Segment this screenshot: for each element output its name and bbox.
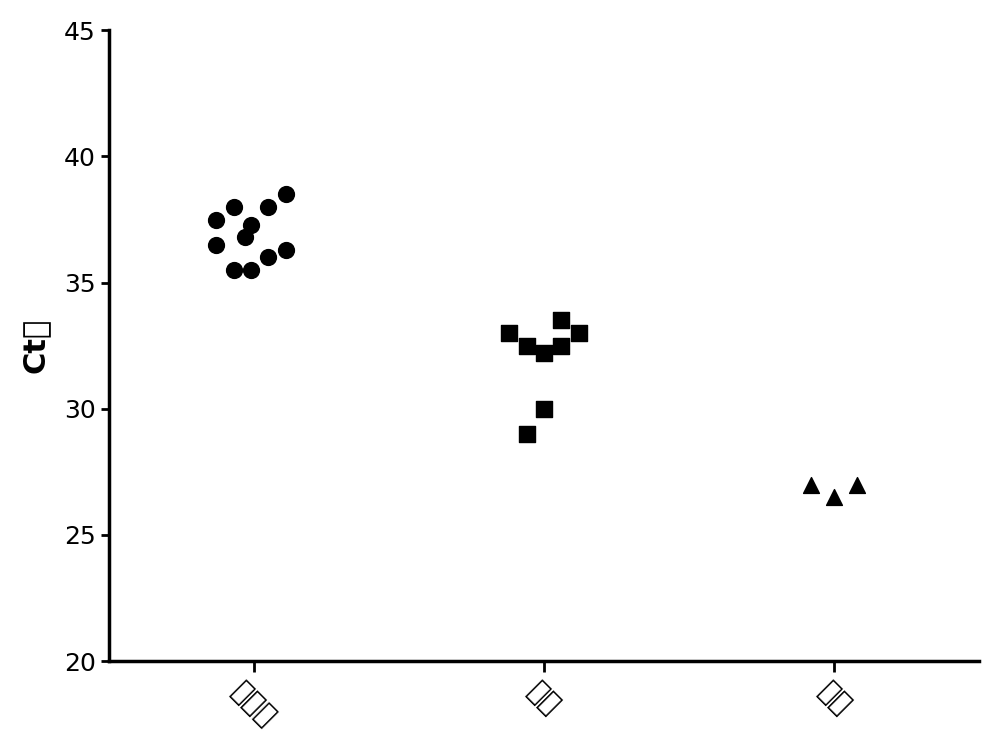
Point bbox=[803, 478, 819, 490]
Point bbox=[260, 201, 276, 213]
Point bbox=[278, 188, 294, 200]
Point bbox=[826, 491, 842, 503]
Point bbox=[243, 264, 259, 276]
Point bbox=[519, 428, 535, 440]
Point bbox=[553, 315, 569, 327]
Point bbox=[226, 264, 242, 276]
Point bbox=[519, 340, 535, 352]
Point bbox=[237, 231, 253, 243]
Point bbox=[278, 244, 294, 256]
Point bbox=[501, 327, 517, 339]
Point bbox=[536, 403, 552, 415]
Point bbox=[849, 478, 865, 490]
Y-axis label: Ct值: Ct值 bbox=[21, 318, 50, 373]
Point bbox=[553, 340, 569, 352]
Point bbox=[226, 201, 242, 213]
Point bbox=[260, 252, 276, 264]
Point bbox=[243, 218, 259, 230]
Point bbox=[208, 239, 224, 251]
Point bbox=[571, 327, 587, 339]
Point bbox=[208, 214, 224, 226]
Point bbox=[536, 347, 552, 359]
